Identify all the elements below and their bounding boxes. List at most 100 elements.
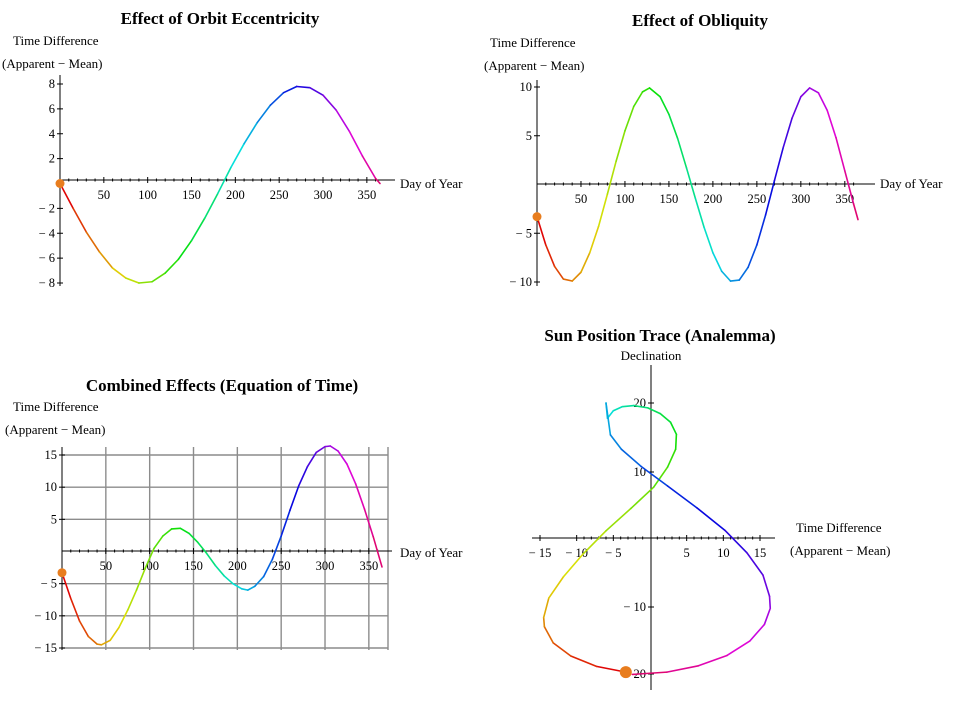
y-tick-label-15: 15 bbox=[45, 448, 58, 462]
analemma-xlabel-line1: Time Difference bbox=[796, 520, 882, 535]
series-line-segment bbox=[720, 270, 732, 282]
series-line-segment bbox=[641, 87, 651, 93]
series-line-segment bbox=[59, 182, 74, 210]
series-line-segment bbox=[205, 552, 217, 567]
series-line-segment bbox=[203, 192, 219, 220]
series-line-segment bbox=[669, 421, 678, 436]
x-tick-label-300: 300 bbox=[316, 559, 335, 573]
x-tick-label-50: 50 bbox=[100, 559, 113, 573]
series-line-segment bbox=[217, 166, 232, 195]
series-line-segment bbox=[835, 136, 846, 172]
series-line-segment bbox=[609, 434, 623, 451]
series-line-segment bbox=[748, 623, 766, 642]
y-tick-label-8: 8 bbox=[49, 77, 55, 91]
equation-of-time-axes bbox=[61, 447, 392, 650]
y-tick-label--10: − 10 bbox=[623, 600, 646, 614]
series-line-segment bbox=[580, 251, 591, 274]
series-line-segment bbox=[817, 92, 829, 112]
y-tick-label--6: − 6 bbox=[39, 251, 55, 265]
y-tick-label--2: − 2 bbox=[39, 201, 55, 215]
series-line-segment bbox=[543, 625, 555, 644]
equation-of-time-grid bbox=[62, 447, 389, 650]
series-line-segment bbox=[322, 94, 337, 111]
series-line-segment bbox=[791, 95, 802, 119]
y-tick-label-10: 10 bbox=[45, 480, 58, 494]
series-line-segment bbox=[624, 105, 635, 132]
series-line-segment bbox=[562, 278, 573, 282]
series-line-segment bbox=[151, 272, 167, 283]
series-line-segment bbox=[254, 575, 265, 588]
series-line-segment bbox=[280, 509, 291, 537]
series-line-segment bbox=[144, 547, 155, 570]
series-line-segment bbox=[773, 146, 785, 182]
series-line-segment bbox=[282, 85, 298, 94]
series-line-segment bbox=[197, 541, 208, 555]
x-tick-label-50: 50 bbox=[575, 192, 588, 206]
obliquity-axes bbox=[536, 80, 875, 286]
series-line-segment bbox=[315, 445, 326, 454]
series-line-segment bbox=[569, 655, 598, 668]
obliquity-ylabel-line2: (Apparent − Mean) bbox=[484, 58, 584, 73]
y-tick-label--5: − 5 bbox=[41, 577, 57, 591]
series-line-segment bbox=[666, 448, 677, 468]
series-line-segment bbox=[118, 609, 129, 629]
x-tick-label-350: 350 bbox=[357, 188, 376, 202]
series-line-segment bbox=[374, 177, 381, 185]
series-line-segment bbox=[361, 155, 377, 180]
series-line-segment bbox=[552, 642, 572, 657]
series-line-segment bbox=[306, 451, 318, 468]
series-line-segment bbox=[348, 130, 364, 157]
x-tick-label-100: 100 bbox=[140, 559, 159, 573]
equation-of-time-chart: Combined Effects (Equation of Time) Time… bbox=[5, 376, 463, 655]
series-line-segment bbox=[188, 532, 199, 544]
eccentricity-series-line bbox=[55, 85, 381, 284]
series-line-segment bbox=[78, 620, 90, 638]
series-line-segment bbox=[329, 445, 339, 452]
analemma-xlabel-line2: (Apparent − Mean) bbox=[790, 543, 890, 558]
series-line-segment bbox=[676, 137, 688, 169]
eccentricity-title: Effect of Orbit Eccentricity bbox=[121, 9, 320, 28]
series-line-segment bbox=[696, 507, 726, 532]
series-line-segment bbox=[666, 665, 700, 673]
y-tick-label-10: 10 bbox=[634, 465, 647, 479]
series-line-segment bbox=[726, 640, 751, 657]
x-tick-label-250: 250 bbox=[747, 192, 766, 206]
series-line-segment bbox=[354, 483, 366, 510]
x-tick-label-10: 10 bbox=[717, 546, 730, 560]
series-line-segment bbox=[597, 193, 609, 228]
obliquity-xlabel: Day of Year bbox=[880, 176, 943, 191]
series-line-segment bbox=[164, 258, 180, 274]
series-line-segment bbox=[346, 463, 357, 485]
eccentricity-chart: Effect of Orbit Eccentricity Time Differ… bbox=[2, 9, 463, 290]
obliquity-series-line bbox=[532, 87, 859, 282]
series-line-segment bbox=[190, 217, 206, 242]
series-line-segment bbox=[124, 277, 140, 284]
y-tick-label-2: 2 bbox=[49, 152, 55, 166]
obliquity-ylabel-line1: Time Difference bbox=[490, 35, 576, 50]
series-line-segment bbox=[109, 626, 120, 642]
x-tick-label-200: 200 bbox=[226, 188, 245, 202]
analemma-title: Sun Position Trace (Analemma) bbox=[544, 326, 775, 345]
x-tick-label-5: 5 bbox=[684, 546, 690, 560]
x-tick-label-200: 200 bbox=[228, 559, 247, 573]
series-line-segment bbox=[324, 445, 332, 448]
series-line-segment bbox=[85, 231, 101, 253]
eccentricity-ticks: 50 100 150 200 250 300 350 − 8 − 6 − 4 − 2 2 4 6 8 bbox=[39, 77, 377, 290]
series-line-segment bbox=[243, 121, 259, 145]
start-point-marker bbox=[532, 212, 542, 222]
series-line-segment bbox=[768, 595, 772, 610]
series-line-segment bbox=[620, 448, 643, 468]
series-line-segment bbox=[764, 179, 776, 216]
series-line-segment bbox=[763, 607, 772, 626]
x-tick-label--5: − 5 bbox=[605, 546, 621, 560]
series-line-segment bbox=[337, 450, 348, 465]
series-line-segment bbox=[640, 465, 669, 487]
series-line-segment bbox=[615, 130, 626, 162]
series-line-segment bbox=[632, 91, 644, 108]
series-line-segment bbox=[544, 244, 556, 268]
series-line-segment bbox=[111, 267, 127, 279]
series-line-segment bbox=[659, 412, 672, 424]
series-line-segment bbox=[247, 585, 256, 591]
series-line-segment bbox=[363, 508, 375, 538]
